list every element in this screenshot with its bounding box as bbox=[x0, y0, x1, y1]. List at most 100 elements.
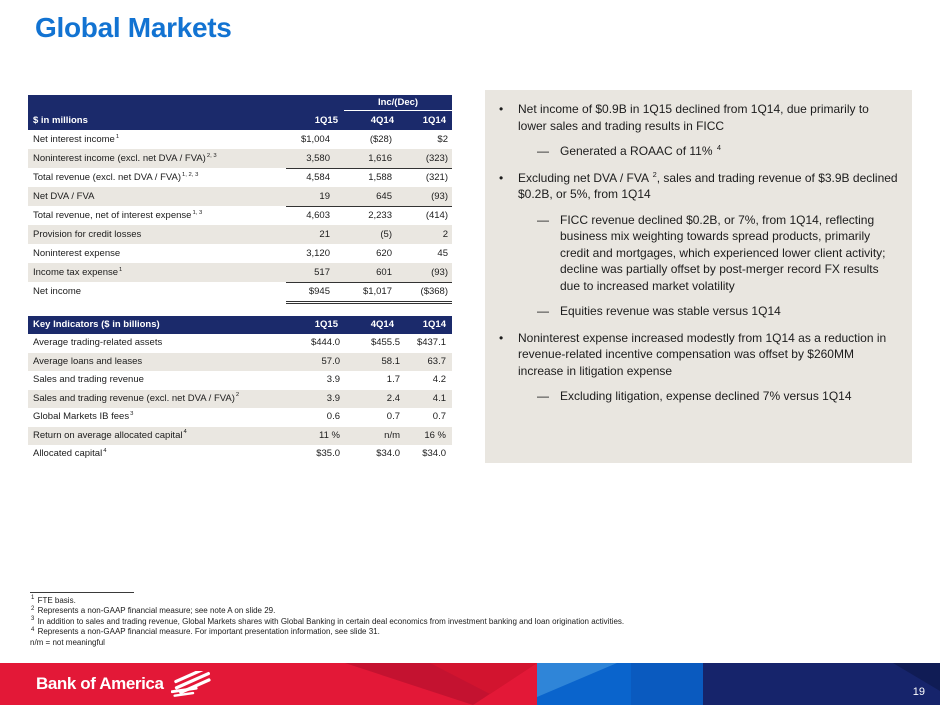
cell-group: 601 (93) bbox=[344, 263, 452, 283]
cell-value: 4,603 bbox=[306, 210, 330, 221]
table-header-row: Key Indicators ($ in billions) 1Q15 4Q14… bbox=[28, 316, 452, 334]
dash-marker: — bbox=[537, 212, 549, 227]
column-header-1q14: 1Q14 bbox=[422, 319, 446, 330]
footnote-separator bbox=[30, 592, 134, 593]
income-table-header: Inc/(Dec) $ in millions 1Q15 4Q14 1Q14 bbox=[28, 95, 452, 130]
cell-value: 58.1 bbox=[381, 355, 401, 367]
bofa-flag-icon bbox=[170, 671, 211, 697]
column-header-1q15: 1Q15 bbox=[314, 115, 338, 126]
cell-value: 0.7 bbox=[386, 411, 400, 422]
row-label: Net income bbox=[33, 286, 82, 297]
table-header-row: $ in millions 1Q15 4Q14 1Q14 bbox=[28, 112, 452, 130]
cell-value: 57.0 bbox=[321, 355, 341, 367]
cell-value: n/m bbox=[384, 429, 400, 441]
cell-value: $1,017 bbox=[362, 286, 392, 297]
bullet-list: • Net income of $0.9B in 1Q15 declined fr… bbox=[485, 101, 900, 405]
cell-value: ($368) bbox=[420, 286, 448, 297]
bofa-logo-text: Bank of America bbox=[36, 674, 164, 693]
bullet-text: Generated a ROAAC of 11% 4 bbox=[560, 143, 721, 158]
cell-value: 3.9 bbox=[326, 392, 340, 404]
cell-group: 2,233 (414) bbox=[344, 206, 452, 225]
cell-value: 1,588 bbox=[368, 172, 392, 183]
cell-value: $1,004 bbox=[300, 134, 330, 145]
bullet-text: FICC revenue declined $0.2B, or 7%, from… bbox=[560, 212, 886, 293]
table-row: Noninterest expense 3,120 620 45 bbox=[28, 244, 452, 263]
bullet-text: Equities revenue was stable versus 1Q14 bbox=[560, 304, 781, 318]
cell-value: $34.0 bbox=[376, 448, 400, 459]
cell-value: (414) bbox=[425, 210, 448, 221]
footnote-line: 4 Represents a non-GAAP financial measur… bbox=[31, 626, 380, 637]
row-label: Net DVA / FVA bbox=[33, 191, 95, 202]
table-row: Average trading-related assets $444.0 $455… bbox=[28, 334, 452, 353]
indicators-table-header: Key Indicators ($ in billions) 1Q15 4Q14… bbox=[28, 316, 452, 334]
cell-group: 1,588 (321) bbox=[344, 168, 452, 187]
row-label: Total revenue, net of interest expense1,… bbox=[33, 209, 203, 221]
cell-value: 2 bbox=[442, 229, 448, 240]
sub-bullet-item: — FICC revenue declined $0.2B, or 7%, fro… bbox=[485, 212, 900, 295]
bullet-item: • Excluding net DVA / FVA 2, sales and tr… bbox=[485, 170, 900, 203]
row-label: Average trading-related assets bbox=[33, 337, 163, 348]
cell-value: 3,120 bbox=[306, 248, 330, 259]
footnote-line: 3 In addition to sales and trading reven… bbox=[31, 616, 625, 626]
cell-group: 2.4 4.1 bbox=[344, 390, 452, 409]
bullet-marker: • bbox=[499, 170, 504, 185]
bullet-item: • Noninterest expense increased modestly … bbox=[485, 330, 900, 380]
income-table-body: Net interest income1 $1,004 ($28) $2 Noninte… bbox=[28, 130, 452, 304]
cell-value: $437.1 bbox=[416, 337, 446, 348]
table-row: Global Markets IB fees3 0.6 0.7 0.7 bbox=[28, 408, 452, 427]
cell-value: 21 bbox=[319, 229, 330, 240]
column-header-4q14: 4Q14 bbox=[370, 115, 394, 126]
dash-marker: — bbox=[537, 144, 549, 158]
column-header-1q15: 1Q15 bbox=[314, 319, 338, 330]
cell-value: 645 bbox=[376, 191, 392, 202]
key-indicators-table: Key Indicators ($ in billions) 1Q15 4Q14… bbox=[28, 316, 452, 464]
column-header-label: Key Indicators ($ in billions) bbox=[33, 319, 160, 330]
cell-value: (321) bbox=[425, 172, 448, 183]
page-title: Global Markets bbox=[35, 12, 232, 43]
column-header-4q14: 4Q14 bbox=[370, 319, 394, 330]
column-header-1q14: 1Q14 bbox=[422, 115, 446, 126]
cell-value: 0.7 bbox=[432, 411, 446, 422]
footnote-line: 2 Represents a non-GAAP financial measur… bbox=[31, 605, 276, 616]
footnote-line: n/m = not meaningful bbox=[30, 637, 105, 647]
cell-value: 4.2 bbox=[432, 374, 446, 385]
cell-value: (323) bbox=[425, 153, 448, 164]
cell-group: $1,017 ($368) bbox=[344, 282, 452, 304]
table-group-header-row: Inc/(Dec) bbox=[28, 95, 452, 112]
footnote-line: 1 FTE basis. bbox=[31, 595, 76, 605]
cell-group: 0.7 0.7 bbox=[344, 408, 452, 427]
cell-value: 1,616 bbox=[368, 153, 392, 164]
cell-value: 1.7 bbox=[386, 374, 400, 385]
table-row: Total revenue, net of interest expense1,… bbox=[28, 206, 452, 225]
table-row: Return on average allocated capital4 11 %… bbox=[28, 426, 452, 445]
bullet-marker: • bbox=[499, 102, 504, 116]
row-label: Global Markets IB fees3 bbox=[33, 410, 134, 422]
row-label: Noninterest income (excl. net DVA / FVA)… bbox=[33, 152, 217, 164]
row-label: Allocated capital4 bbox=[33, 447, 107, 459]
cell-value: 2.4 bbox=[386, 392, 400, 404]
table-row: Net interest income1 $1,004 ($28) $2 bbox=[28, 130, 452, 149]
bullet-text: Excluding net DVA / FVA 2, sales and tra… bbox=[518, 169, 898, 201]
table-row: Average loans and leases 57.0 58.1 63.7 bbox=[28, 352, 452, 372]
table-row: Sales and trading revenue 3.9 1.7 4.2 bbox=[28, 371, 452, 390]
bullet-item: • Net income of $0.9B in 1Q15 declined fr… bbox=[485, 101, 900, 134]
group-header-spacer bbox=[28, 95, 344, 112]
sub-bullet-item: — Excluding litigation, expense declined … bbox=[485, 388, 900, 405]
cell-value: 3.9 bbox=[326, 374, 340, 385]
bullet-text: Excluding litigation, expense declined 7… bbox=[560, 389, 852, 403]
table-row: Allocated capital4 $35.0 $34.0 $34.0 bbox=[28, 445, 452, 464]
table-row: Provision for credit losses 21 (5) 2 bbox=[28, 225, 452, 244]
cell-value: 19 bbox=[286, 187, 344, 207]
cell-group: 58.1 63.7 bbox=[344, 353, 452, 372]
sub-bullet-item: — Equities revenue was stable versus 1Q14 bbox=[485, 303, 900, 320]
inc-dec-group-header: Inc/(Dec) bbox=[344, 95, 452, 111]
cell-value: (93) bbox=[431, 267, 448, 278]
cell-value: (93) bbox=[431, 191, 448, 202]
cell-group: $34.0 $34.0 bbox=[344, 445, 452, 464]
bullet-text: Noninterest expense increased modestly f… bbox=[518, 330, 887, 378]
cell-value: 11 % bbox=[319, 429, 340, 441]
row-label: Net interest income1 bbox=[33, 133, 120, 145]
row-label: Provision for credit losses bbox=[33, 229, 142, 240]
dash-marker: — bbox=[537, 304, 549, 318]
